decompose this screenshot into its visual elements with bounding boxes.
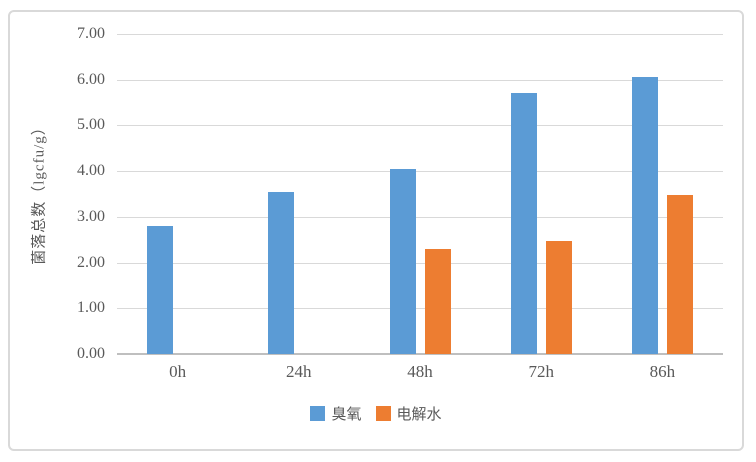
bar-ozone-72h	[510, 93, 537, 354]
x-axis-line	[117, 353, 723, 355]
bar-group-24h	[238, 34, 359, 354]
chart-frame	[8, 10, 744, 451]
gridline	[117, 125, 723, 127]
x-tick-label: 24h	[286, 362, 312, 381]
bar-electrolyzed-water-48h	[424, 249, 451, 354]
gridline	[117, 262, 723, 264]
bar-ozone-0h	[147, 226, 174, 354]
bar-group-86h	[602, 34, 723, 354]
bar-group-0h	[117, 34, 238, 354]
legend-entry-ozone: 臭氧	[310, 403, 362, 424]
bar-ozone-86h	[631, 77, 658, 354]
y-tick-label: 4.00	[77, 162, 105, 180]
bar-group-72h	[481, 34, 602, 354]
x-axis-labels: 0h 24h 48h 72h 86h	[117, 362, 723, 382]
bar-ozone-24h	[268, 192, 295, 354]
legend-swatch-ozone	[310, 406, 326, 421]
legend: 臭氧 电解水	[8, 403, 744, 424]
gridline	[117, 34, 723, 35]
bar-electrolyzed-water-86h	[666, 195, 693, 354]
x-tick-label: 48h	[407, 362, 433, 381]
bar-groups	[117, 34, 723, 354]
legend-label-electrolyzed-water: 电解水	[396, 407, 442, 423]
x-tick-label: 86h	[649, 362, 676, 381]
x-tick-label: 0h	[169, 362, 187, 381]
y-tick-label: 5.00	[77, 116, 105, 134]
y-tick-label: 2.00	[77, 253, 105, 271]
gridline	[117, 308, 723, 310]
gridline	[117, 171, 723, 173]
y-tick-label: 0.00	[77, 345, 105, 362]
bar-ozone-48h	[389, 169, 416, 354]
y-axis-title: 菌落总数（lgcfu/g）	[31, 119, 48, 265]
plot-area	[117, 34, 723, 355]
legend-swatch-electrolyzed-water	[375, 406, 391, 421]
y-tick-label: 6.00	[77, 70, 105, 88]
legend-entry-electrolyzed-water: 电解水	[375, 403, 442, 424]
gridline	[117, 216, 723, 218]
y-tick-label: 7.00	[77, 25, 105, 42]
y-tick-label: 1.00	[77, 299, 105, 317]
gridline	[117, 79, 723, 81]
y-tick-label: 3.00	[77, 207, 105, 225]
bar-group-48h	[359, 34, 480, 354]
bar-electrolyzed-water-72h	[545, 241, 572, 354]
legend-label-ozone: 臭氧	[331, 407, 362, 423]
x-tick-label: 72h	[528, 362, 554, 381]
